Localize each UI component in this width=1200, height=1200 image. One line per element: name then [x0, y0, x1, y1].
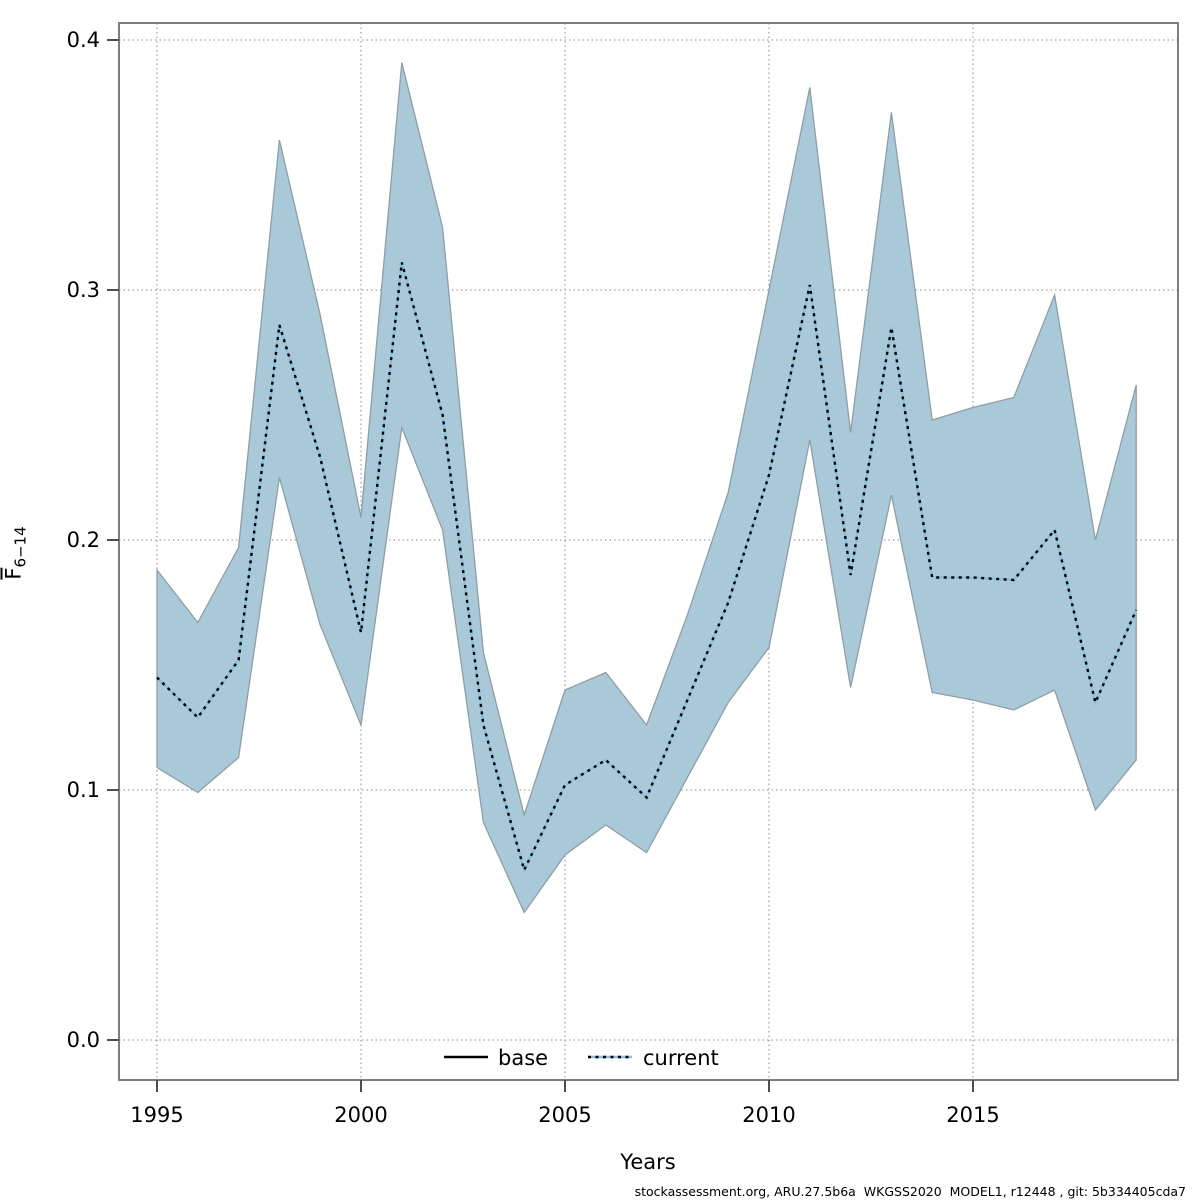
y-tick-label: 0.0	[67, 1028, 100, 1052]
axis-tick-layer	[107, 39, 974, 1092]
x-tick-label: 2000	[334, 1103, 387, 1127]
plot-border	[118, 22, 1179, 1081]
legend-base-label: base	[498, 1046, 548, 1070]
footer-citation: stockassessment.org, ARU.27.5b6a WKGSS20…	[635, 1184, 1186, 1199]
legend-current-label: current	[643, 1046, 719, 1070]
y-tick-label: 0.3	[67, 278, 100, 302]
x-axis-title: Years	[619, 1150, 675, 1174]
y-tick-label: 0.4	[67, 28, 100, 52]
confidence-band-layer	[156, 62, 1137, 914]
series-line-layer	[156, 262, 1138, 874]
y-axis-title: F6−14	[0, 526, 30, 580]
x-tick-label: 2010	[742, 1103, 795, 1127]
axis-tick-label-layer: 0.0 0.1 0.2 0.3 0.4 1995 2000 2005 2010 2015	[67, 28, 1000, 1127]
x-tick-label: 2005	[538, 1103, 591, 1127]
x-tick-label: 2015	[946, 1103, 999, 1127]
y-axis-title-subscript: 6−14	[11, 526, 30, 568]
current-line-dotted-overlay	[156, 262, 1138, 874]
x-tick-label: 1995	[130, 1103, 183, 1127]
y-tick-label: 0.1	[67, 778, 100, 802]
y-axis-title-fbar: F	[0, 567, 26, 580]
confidence-band	[156, 62, 1137, 914]
y-tick-label: 0.2	[67, 528, 100, 552]
legend: base current	[444, 1046, 719, 1070]
